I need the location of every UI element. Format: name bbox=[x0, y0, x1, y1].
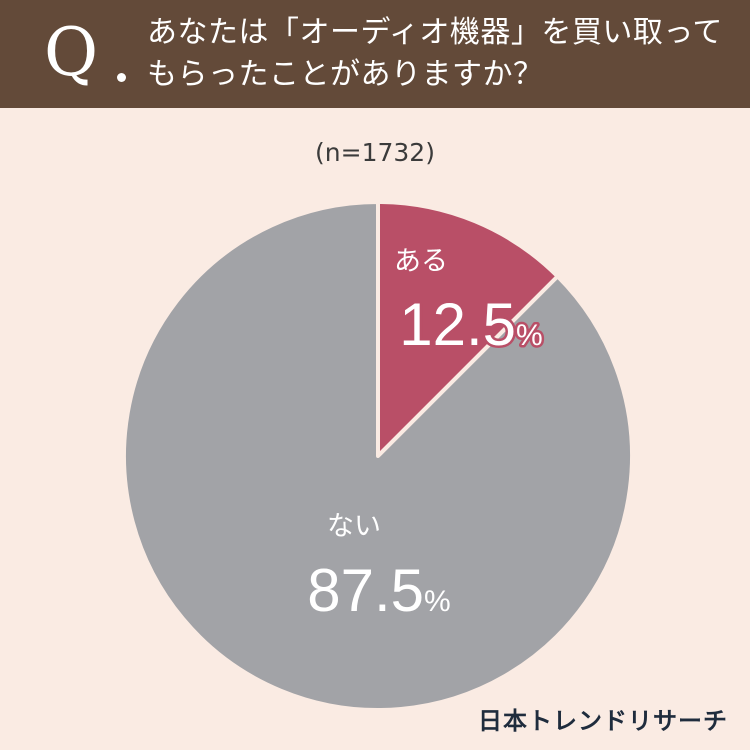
slice-category-label: ある bbox=[394, 246, 448, 277]
slice-value-label: 12.5% bbox=[399, 291, 542, 358]
pie-slice-yes bbox=[376, 200, 560, 458]
pie-labels: ある 12.5% ない 87.5% bbox=[307, 246, 545, 624]
slice-value-label: 87.5% bbox=[307, 557, 450, 624]
pie-slice-no bbox=[122, 200, 634, 712]
slice-category-label: ない bbox=[327, 511, 381, 542]
question-line-2: もらったことがありますか？ bbox=[147, 57, 544, 92]
question-line-1: あなたは「オーディオ機器」を買い取って bbox=[147, 15, 723, 50]
q-mark: Q bbox=[44, 14, 99, 91]
q-dot bbox=[117, 73, 126, 82]
question-text: あなたは「オーディオ機器」を買い取って もらったことがありますか？ bbox=[147, 12, 737, 96]
pie-slices bbox=[122, 200, 634, 712]
question-header: Q あなたは「オーディオ機器」を買い取って もらったことがありますか？ bbox=[0, 0, 750, 108]
brand-logo: 日本トレンドリサーチ bbox=[478, 707, 728, 735]
sample-size: (n=1732) bbox=[315, 138, 435, 167]
